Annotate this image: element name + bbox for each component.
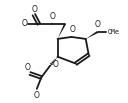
Text: O: O bbox=[31, 5, 37, 14]
Text: O: O bbox=[53, 60, 59, 69]
Polygon shape bbox=[86, 31, 98, 39]
Text: O: O bbox=[34, 91, 40, 100]
Polygon shape bbox=[58, 24, 66, 39]
Text: OMe: OMe bbox=[108, 29, 120, 35]
Text: O: O bbox=[22, 19, 28, 28]
Text: O: O bbox=[95, 20, 101, 29]
Text: O: O bbox=[50, 12, 55, 21]
Text: O: O bbox=[69, 25, 75, 35]
Text: O: O bbox=[25, 63, 30, 73]
